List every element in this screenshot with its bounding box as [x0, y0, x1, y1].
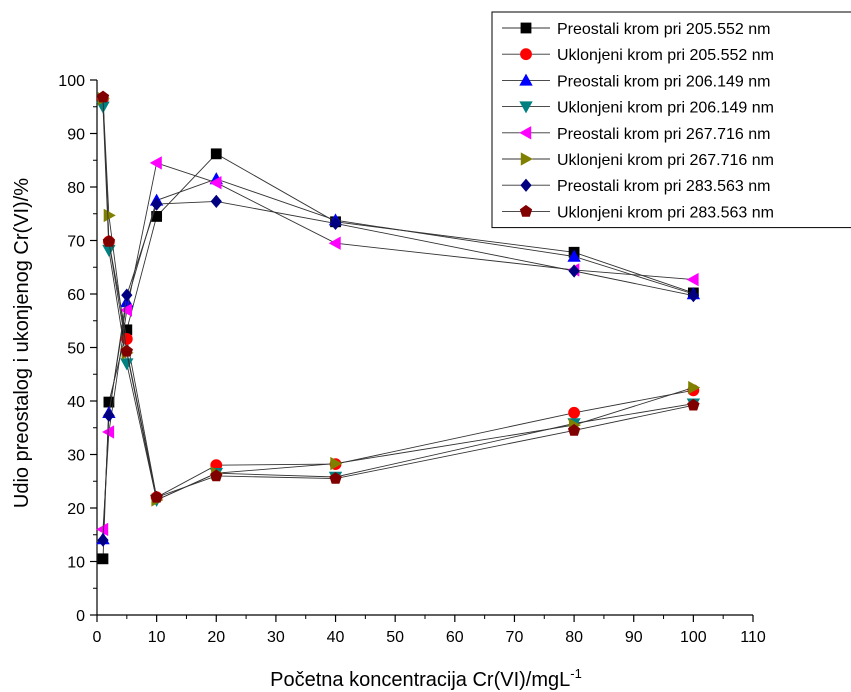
data-point: [210, 148, 222, 160]
x-tick-label: 100: [680, 629, 707, 646]
data-point: [686, 272, 699, 287]
y-tick-label: 10: [67, 555, 85, 572]
legend-item: Preostali krom pri 206.149 nm: [502, 73, 770, 90]
data-point: [329, 216, 342, 231]
data-point: [568, 406, 580, 419]
data-point: [102, 235, 116, 247]
data-point: [120, 358, 134, 371]
y-tick-label: 60: [67, 287, 85, 304]
legend-item: Preostali krom pri 283.563 nm: [502, 178, 770, 195]
series-line: [102, 162, 694, 530]
y-tick-label: 40: [67, 394, 85, 411]
legend-marker: [520, 48, 532, 61]
data-point: [568, 264, 580, 278]
legend-item: Uklonjeni krom pri 267.716 nm: [502, 152, 774, 169]
legend-item: Uklonjeni krom pri 205.552 nm: [502, 47, 774, 64]
x-tick-label: 60: [446, 629, 464, 646]
y-tick-label: 50: [67, 341, 85, 358]
y-axis-title: Udio preostalog i ukonjenog Cr(VI)/%: [11, 178, 33, 508]
data-point: [96, 90, 110, 103]
legend-label: Preostali krom pri 267.716 nm: [557, 126, 770, 143]
y-tick-label: 100: [58, 73, 85, 90]
data-point: [96, 522, 109, 537]
x-tick-label: 0: [93, 629, 102, 646]
x-tick-label: 40: [327, 629, 345, 646]
legend-label: Uklonjeni krom pri 206.149 nm: [557, 100, 774, 117]
data-point: [150, 197, 163, 211]
legend-label: Uklonjeni krom pri 267.716 nm: [557, 152, 774, 169]
x-tick-label: 70: [506, 629, 524, 646]
y-tick-label: 90: [67, 127, 85, 144]
series-layer: [96, 90, 701, 565]
x-tick-label: 50: [386, 629, 404, 646]
y-tick-label: 30: [67, 448, 85, 465]
x-tick-label: 20: [207, 629, 225, 646]
legend-marker: [519, 73, 533, 86]
legend-marker: [519, 101, 533, 114]
series-line: [102, 153, 694, 559]
series-8: [96, 90, 700, 503]
legend-label: Uklonjeni krom pri 283.563 nm: [557, 204, 774, 221]
data-point: [97, 553, 109, 565]
legend-label: Preostali krom pri 283.563 nm: [557, 178, 770, 195]
series-3: [96, 172, 701, 545]
data-point: [119, 303, 133, 317]
axes: 0 10 20 30 40 50 60 70 80 90 100 0 10 20 30 40 50 60 70 80 9…: [58, 73, 766, 646]
legend-label: Preostali krom pri 205.552 nm: [557, 21, 770, 38]
data-point: [120, 344, 133, 357]
x-axis-title-superscript: -1: [570, 666, 582, 681]
data-point: [687, 288, 700, 303]
legend-item: Uklonjeni krom pri 283.563 nm: [502, 204, 774, 221]
y-tick-label: 20: [67, 501, 85, 518]
data-point: [149, 156, 162, 170]
data-point: [97, 533, 109, 547]
legend-marker: [519, 204, 533, 217]
x-tick-label: 10: [148, 629, 166, 646]
legend-item: Uklonjeni krom pri 206.149 nm: [502, 100, 774, 117]
legend-marker: [520, 22, 532, 34]
legend-item: Preostali krom pri 267.716 nm: [502, 126, 770, 143]
legend-marker: [520, 178, 532, 192]
x-tick-label: 110: [740, 629, 766, 646]
data-point: [328, 236, 341, 250]
x-axis-title-main: Početna koncentracija Cr(VI)/mgL: [270, 669, 570, 691]
data-point: [209, 176, 222, 190]
data-point: [210, 194, 222, 209]
data-point: [121, 288, 133, 302]
legend-label: Uklonjeni krom pri 205.552 nm: [557, 47, 774, 64]
x-axis-title: Početna koncentracija Cr(VI)/mgL-1: [270, 666, 582, 691]
data-point: [567, 249, 581, 262]
x-tick-label: 80: [565, 629, 583, 646]
legend-marker: [520, 152, 533, 166]
series-line: [102, 97, 694, 498]
series-7: [97, 194, 700, 547]
legend-box: [491, 11, 851, 229]
data-point: [150, 490, 163, 503]
x-tick-label: 90: [625, 629, 643, 646]
data-point: [210, 469, 223, 482]
x-tick-label: 30: [267, 629, 285, 646]
data-point: [330, 456, 343, 471]
y-tick-label: 70: [67, 234, 85, 251]
y-tick-label: 80: [67, 180, 85, 197]
data-point: [329, 472, 342, 484]
data-point: [687, 398, 700, 411]
data-point: [103, 208, 116, 223]
data-point: [567, 423, 581, 436]
legend-item: Preostali krom pri 205.552 nm: [502, 21, 770, 38]
legend: Preostali krom pri 205.552 nm Uklonjeni k…: [491, 11, 851, 229]
data-point: [688, 380, 701, 395]
data-point: [103, 408, 115, 423]
y-tick-label: 0: [76, 608, 85, 625]
legend-marker: [519, 126, 532, 140]
series-line: [102, 200, 694, 541]
legend-label: Preostali krom pri 206.149 nm: [557, 73, 770, 90]
